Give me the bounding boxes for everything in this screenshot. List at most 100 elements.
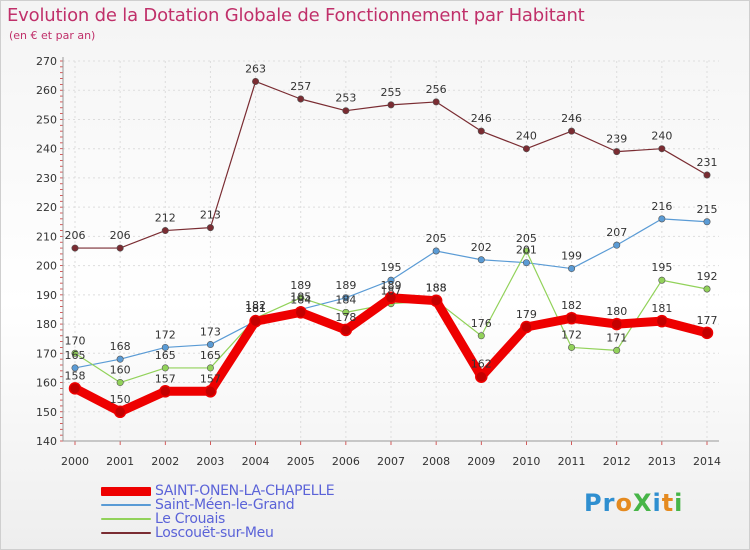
data-point (477, 256, 485, 264)
y-tick-label: 250 (36, 113, 57, 126)
data-label: 256 (426, 83, 447, 96)
y-tick-label: 160 (36, 377, 57, 390)
data-point (206, 224, 214, 232)
legend-item-le-crouais[interactable]: Le Crouais (101, 512, 334, 526)
x-tick-label: 2014 (693, 455, 721, 468)
x-tick-label: 2002 (151, 455, 179, 468)
x-tick-label: 2001 (106, 455, 134, 468)
legend-item-loscouet[interactable]: Loscouët-sur-Meu (101, 526, 334, 540)
data-label: 207 (606, 226, 627, 239)
legend-item-saint-onen[interactable]: SAINT-ONEN-LA-CHAPELLE (101, 484, 335, 498)
data-point (116, 379, 124, 387)
data-label: 172 (155, 328, 176, 341)
y-tick-label: 220 (36, 201, 57, 214)
x-tick-label: 2004 (242, 455, 270, 468)
data-point (71, 364, 79, 372)
proxiti-logo: ProXiti (584, 489, 684, 517)
data-label: 192 (697, 270, 718, 283)
legend: SAINT-ONEN-LA-CHAPELLE Saint-Méen-le-Gra… (101, 484, 335, 540)
data-point (249, 314, 262, 328)
data-label: 216 (651, 200, 672, 213)
data-label: 180 (606, 305, 627, 318)
data-label: 179 (516, 308, 537, 321)
data-label: 170 (65, 334, 86, 347)
data-point (387, 276, 395, 284)
data-label: 239 (606, 133, 627, 146)
data-point (387, 101, 395, 109)
data-label: 171 (606, 331, 627, 344)
data-point (159, 385, 172, 398)
data-point (161, 364, 169, 372)
data-point (432, 98, 440, 106)
y-tick-label: 150 (36, 406, 57, 419)
data-point (520, 320, 533, 334)
data-label: 189 (335, 279, 356, 292)
data-label: 240 (516, 130, 537, 143)
data-point (252, 77, 260, 85)
data-point (161, 227, 169, 235)
data-point (610, 317, 623, 331)
data-point (658, 145, 666, 153)
data-label: 231 (697, 156, 718, 169)
data-point (522, 259, 530, 267)
data-label: 162 (471, 358, 492, 371)
data-point (71, 349, 79, 357)
chart-title: Evolution de la Dotation Globale de Fonc… (7, 5, 585, 26)
legend-swatch (101, 486, 151, 496)
data-point (703, 218, 711, 226)
data-label: 158 (65, 369, 86, 382)
data-point (116, 355, 124, 363)
data-point (475, 370, 488, 383)
data-label: 184 (335, 293, 356, 306)
data-point (568, 265, 576, 273)
data-label: 165 (65, 349, 86, 362)
x-tick-label: 2009 (467, 455, 495, 468)
data-label-layer: 158 150 157 157 181 184 178 189 188 162 179 182 180 1… (65, 62, 718, 405)
data-label: 246 (561, 112, 582, 125)
data-label: 201 (516, 244, 537, 257)
x-tick-label: 2010 (512, 455, 540, 468)
data-point (342, 294, 350, 302)
x-tick-label: 2012 (603, 455, 631, 468)
data-label: 157 (155, 372, 176, 385)
data-label: 206 (65, 229, 86, 242)
data-label: 189 (290, 279, 311, 292)
data-label: 253 (335, 92, 356, 105)
data-label: 188 (426, 282, 447, 295)
data-label: 184 (290, 293, 311, 306)
y-tick-label: 200 (36, 260, 57, 273)
y-tick-label: 270 (36, 55, 57, 68)
chart-subtitle: (en € et par an) (9, 29, 96, 42)
data-point (204, 385, 217, 398)
data-label: 178 (335, 311, 356, 324)
data-point (429, 294, 443, 307)
data-label: 246 (471, 112, 492, 125)
data-label: 185 (290, 290, 311, 303)
data-label: 240 (651, 130, 672, 143)
data-point (568, 343, 576, 351)
legend-swatch (101, 504, 151, 506)
data-label: 206 (110, 229, 131, 242)
data-point (613, 346, 621, 354)
x-tick-label: 2000 (61, 455, 89, 468)
data-label: 181 (245, 302, 266, 315)
data-label: 187 (381, 285, 402, 298)
data-point (384, 291, 398, 305)
y-tick-label: 190 (36, 289, 57, 302)
data-label: 182 (245, 299, 266, 312)
data-label: 177 (697, 314, 718, 327)
data-point (71, 244, 79, 252)
legend-item-saint-meen[interactable]: Saint-Méen-le-Grand (101, 498, 334, 512)
data-label: 173 (200, 326, 221, 339)
data-label: 182 (561, 299, 582, 312)
legend-label: Le Crouais (155, 511, 226, 527)
legend-label: Saint-Méen-le-Grand (155, 497, 295, 513)
data-label: 181 (651, 302, 672, 315)
y-tick-label: 210 (36, 230, 57, 243)
x-tick-label: 2011 (558, 455, 586, 468)
data-label: 165 (200, 349, 221, 362)
data-point (297, 294, 305, 302)
legend-swatch (101, 518, 151, 520)
